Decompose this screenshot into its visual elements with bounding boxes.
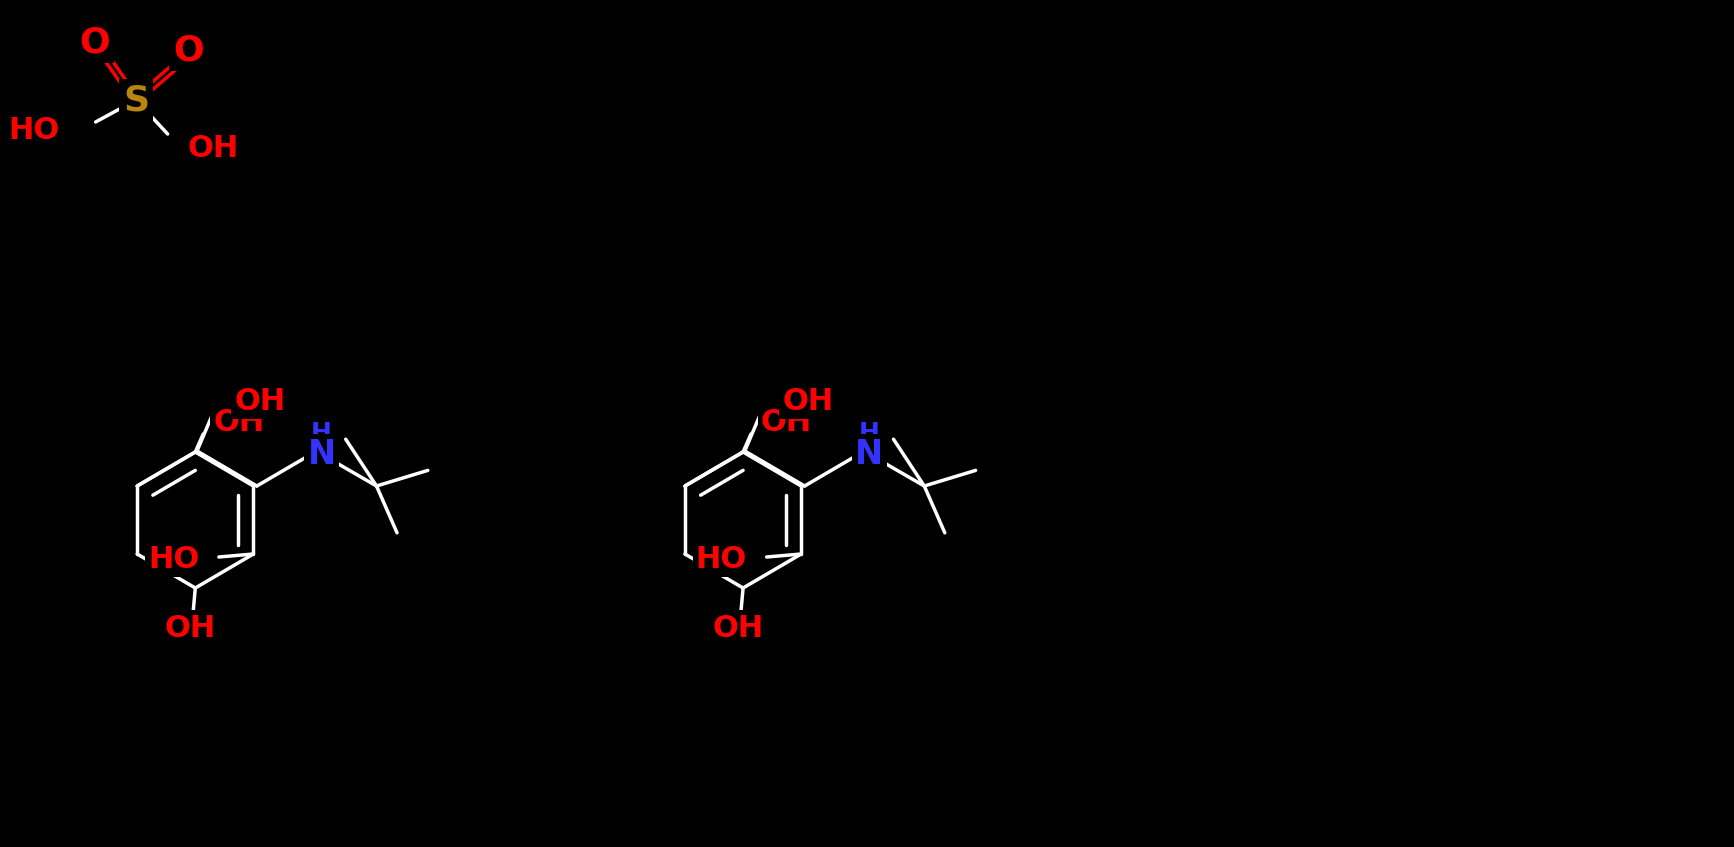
Text: OH: OH [761,407,812,436]
Text: OH: OH [234,386,286,416]
Text: HO: HO [147,545,199,573]
Text: OH: OH [187,134,239,163]
Text: O: O [173,33,205,67]
Text: HO: HO [9,115,59,145]
Text: OH: OH [165,613,217,643]
Text: OH: OH [213,407,264,436]
Text: S: S [123,83,149,117]
Text: OH: OH [713,613,763,643]
Text: H: H [858,421,879,445]
Text: N: N [855,438,883,470]
Text: H: H [310,421,331,445]
Text: N: N [307,438,336,470]
Text: OH: OH [782,386,834,416]
Text: O: O [80,25,109,59]
Text: HO: HO [695,545,747,573]
